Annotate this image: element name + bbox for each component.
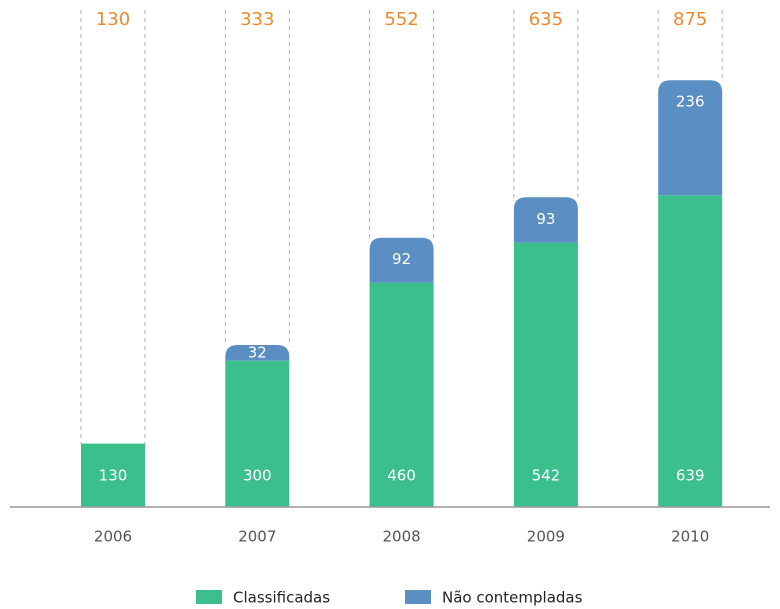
total-label: 333 xyxy=(240,9,274,30)
value-label: 542 xyxy=(532,467,561,485)
total-label: 635 xyxy=(529,9,563,30)
bar-segment xyxy=(225,360,290,507)
bar-segment xyxy=(658,195,723,507)
value-label: 92 xyxy=(392,250,411,268)
bar-segment xyxy=(369,282,434,507)
legend-swatch xyxy=(405,590,431,604)
value-label: 236 xyxy=(676,93,705,111)
value-label: 460 xyxy=(387,467,416,485)
x-tick-label: 2006 xyxy=(94,528,132,546)
legend-label: Classificadas xyxy=(233,589,330,607)
x-tick-label: 2009 xyxy=(527,528,565,546)
value-label: 32 xyxy=(248,343,267,361)
x-tick-label: 2010 xyxy=(671,528,709,546)
total-label: 552 xyxy=(384,9,418,30)
bar-segment xyxy=(513,242,578,507)
value-label: 93 xyxy=(536,210,555,228)
bar-segment xyxy=(225,345,290,361)
bar-segment xyxy=(513,197,578,243)
bar-segment xyxy=(81,443,145,507)
bar-segment xyxy=(658,80,723,196)
x-tick-label: 2007 xyxy=(238,528,276,546)
legend-swatch xyxy=(196,590,222,604)
total-label: 875 xyxy=(673,9,707,30)
bar-segment xyxy=(369,237,434,283)
value-label: 130 xyxy=(99,467,128,485)
total-label: 130 xyxy=(96,9,130,30)
x-tick-label: 2008 xyxy=(383,528,421,546)
value-label: 639 xyxy=(676,467,705,485)
value-label: 300 xyxy=(243,467,272,485)
legend-label: Não contempladas xyxy=(442,589,583,607)
